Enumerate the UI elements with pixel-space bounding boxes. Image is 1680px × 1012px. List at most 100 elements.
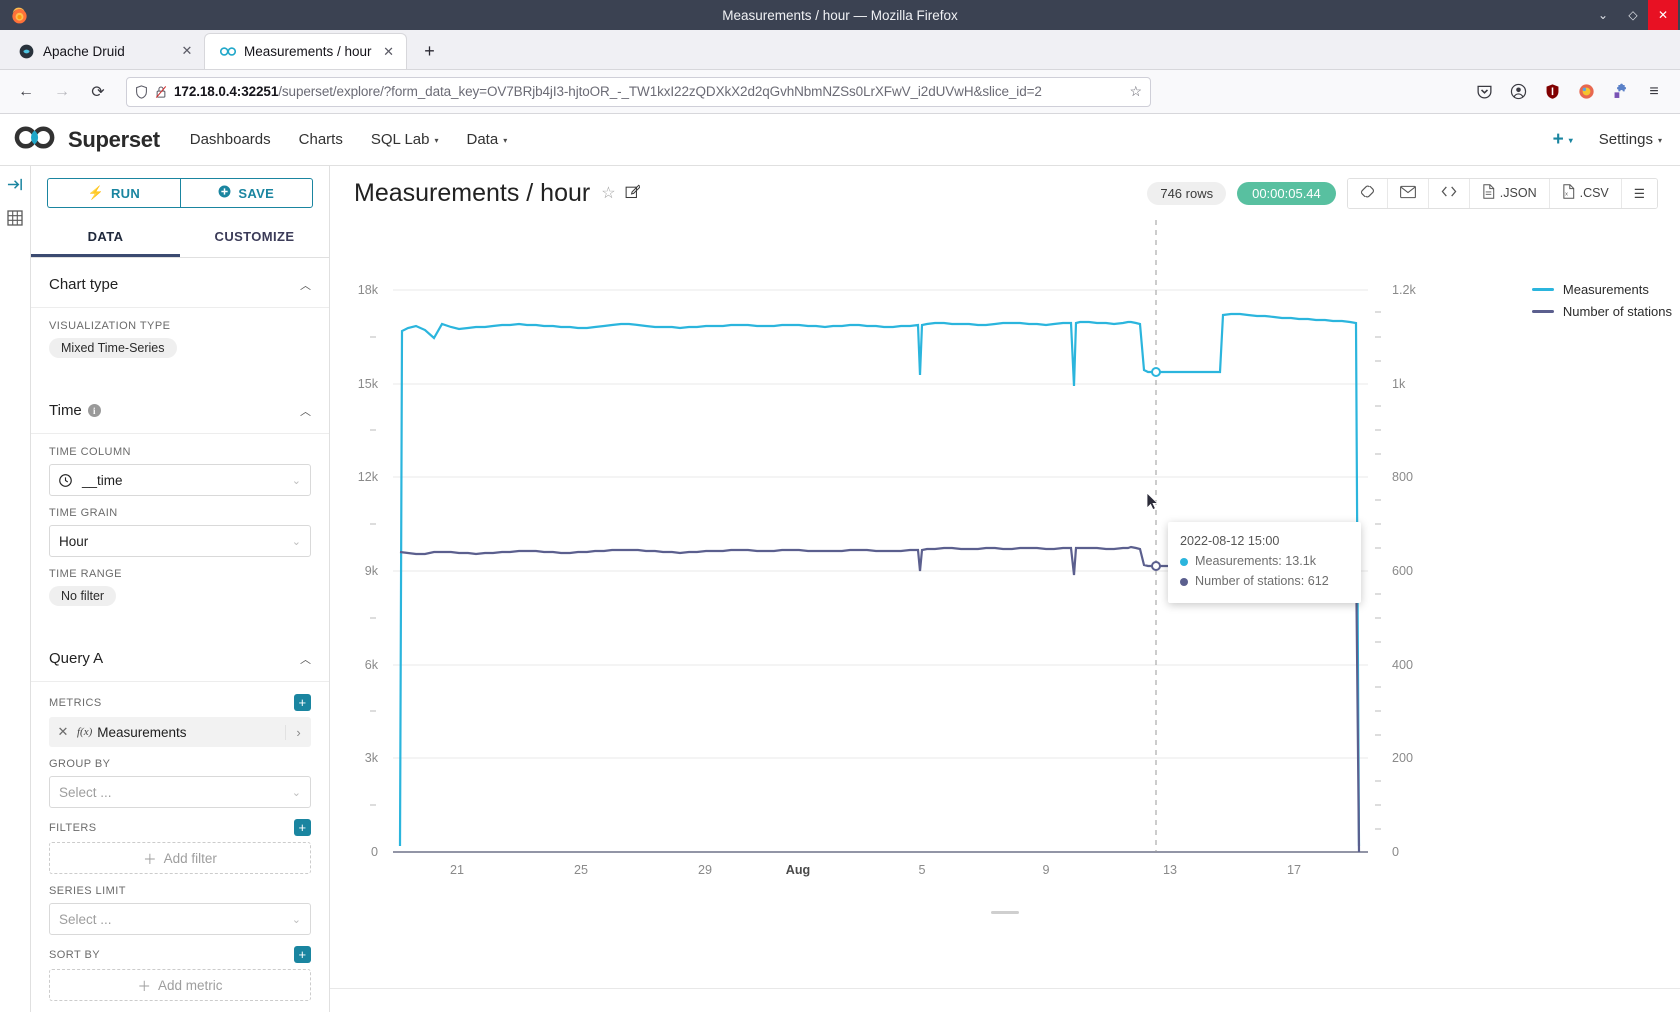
browser-tabbar: Apache Druid ✕ Measurements / hour ✕ + [0,30,1680,70]
back-button-icon[interactable]: ← [18,82,34,100]
forward-button-icon[interactable]: → [54,82,70,100]
brand-text: Superset [68,126,160,152]
resize-handle[interactable] [991,911,1019,914]
mixed-time-series-chart[interactable]: 18k 15k 12k 9k 6k 3k 0 1.2k 1k [330,220,1678,920]
code-icon [1441,185,1457,201]
save-button[interactable]: SAVE [179,178,313,208]
series-limit-label: SERIES LIMIT [49,885,126,897]
lock-broken-icon[interactable] [155,85,167,99]
chevron-down-icon: ⌄ [291,786,301,799]
ublock-origin-icon[interactable] [1536,76,1568,108]
chevron-right-icon[interactable]: › [285,724,311,740]
x-axis-labels: 21 25 29 Aug 5 9 13 17 [450,863,1301,877]
url-bar[interactable]: 172.18.0.4:32251/superset/explore/?form_… [126,76,1151,107]
info-icon[interactable]: i [87,404,101,417]
view-query-button[interactable] [1428,178,1470,208]
data-results-panel[interactable]: › Data [330,988,1680,1012]
favorite-star-icon[interactable]: ☆ [601,185,616,202]
tab-label: Measurements / hour [244,44,372,59]
copy-link-button[interactable] [1347,178,1388,208]
page-title: Measurements / hour [354,178,591,207]
close-icon[interactable]: ✕ [383,43,395,59]
close-icon[interactable]: ✕ [1648,0,1678,30]
tooltip-measurements-text: Measurements: 13.1k [1195,553,1317,568]
add-sort-metric-dropzone[interactable]: ＋ Add metric [49,969,311,1001]
url-host: 172.18.0.4:32251 [174,84,279,99]
nav-label: Data [466,131,499,148]
section-chart-type-header[interactable]: Chart type ︿ [31,258,329,308]
chevron-up-icon[interactable]: ︿ [300,279,311,292]
chart-canvas[interactable]: 18k 15k 12k 9k 6k 3k 0 1.2k 1k [330,220,1680,988]
extension-color-icon[interactable] [1570,76,1602,108]
series-limit-placeholder: Select ... [59,911,112,927]
tab-customize[interactable]: CUSTOMIZE [214,229,295,244]
chart-header: Measurements / hour ☆ 746 rows 00:00:05.… [330,166,1680,220]
share-email-button[interactable] [1387,178,1429,208]
browser-navbar: ← → ⟳ 172.18.0.4:32251/superset/explore/… [0,70,1680,114]
app-body: ⚡ RUN SAVE DATA CUSTOMIZE Chart type ︿ V… [0,166,1680,1012]
run-button[interactable]: ⚡ RUN [47,178,180,208]
chevron-down-icon: ▾ [1568,136,1573,145]
minimize-icon[interactable]: ⌄ [1597,8,1609,22]
add-metric-icon[interactable]: + [294,694,311,711]
clock-icon [59,473,72,487]
section-time-header[interactable]: Time i ︿ [31,384,329,434]
section-title: Chart type [49,276,119,293]
group-by-select[interactable]: Select ... ⌄ [49,776,311,808]
chevron-up-icon[interactable]: ︿ [300,405,311,418]
nav-label: SQL Lab [370,131,430,148]
collapse-panel-icon[interactable] [5,174,25,194]
browser-tab-apache-druid[interactable]: Apache Druid ✕ [4,33,204,69]
more-options-button[interactable]: ☰ [1621,178,1657,208]
save-label: SAVE [238,185,275,201]
superset-brand[interactable]: Superset [14,125,160,154]
url-text: 172.18.0.4:32251/superset/explore/?form_… [174,84,1122,99]
new-item-button[interactable]: + ▾ [1553,129,1573,151]
shield-icon[interactable] [135,84,148,99]
extensions-puzzle-icon[interactable] [1604,76,1636,108]
chevron-up-icon[interactable]: ︿ [300,653,311,666]
section-title: Time i [49,402,101,419]
save-to-pocket-icon[interactable] [1468,76,1500,108]
section-query-a-header[interactable]: Query A ︿ [31,632,329,682]
close-icon[interactable]: ✕ [181,43,193,58]
y-axis-right-labels: 1.2k 1k 800 600 400 200 0 [1392,283,1417,859]
add-sort-metric-icon[interactable]: + [294,946,311,963]
nav-item-sql-lab[interactable]: SQL Lab ▾ [371,131,439,148]
time-column-select[interactable]: __time ⌄ [49,464,311,496]
superset-header-right: + ▾ Settings ▾ [1553,129,1662,151]
legend-item-measurements[interactable]: Measurements [1531,278,1672,300]
download-json-button[interactable]: .JSON [1469,178,1550,208]
legend-item-number-of-stations[interactable]: Number of stations [1531,300,1672,322]
window-buttons: ⌄ ◇ ✕ [1588,0,1680,30]
series-limit-select[interactable]: Select ... ⌄ [49,903,311,935]
metric-item-measurements[interactable]: ✕ f(x) Measurements › [49,717,311,747]
remove-metric-icon[interactable]: ✕ [57,724,69,739]
section-title: Query A [49,650,104,667]
svg-text:15k: 15k [358,377,379,391]
reload-button-icon[interactable]: ⟳ [91,83,105,101]
account-icon[interactable] [1502,76,1534,108]
new-tab-button[interactable]: + [424,40,435,61]
bookmark-star-icon[interactable]: ☆ [1129,83,1142,99]
maximize-icon[interactable]: ◇ [1628,8,1638,22]
add-filter-icon[interactable]: + [294,819,311,836]
chart-main: Measurements / hour ☆ 746 rows 00:00:05.… [330,166,1680,1012]
dataset-grid-icon[interactable] [5,208,25,228]
nav-item-data[interactable]: Data ▾ [467,131,508,148]
nav-item-charts[interactable]: Charts [299,131,343,148]
download-csv-button[interactable]: x .CSV [1549,178,1622,208]
edit-properties-icon[interactable] [625,184,641,202]
browser-tab-measurements-hour[interactable]: Measurements / hour ✕ [204,33,407,69]
settings-menu[interactable]: Settings ▾ [1599,131,1662,148]
time-range-value[interactable]: No filter [49,586,117,606]
svg-text:x: x [1565,192,1568,198]
svg-text:29: 29 [698,863,712,877]
legend-label: Measurements [1562,281,1649,297]
visualization-type-value[interactable]: Mixed Time-Series [49,338,177,358]
hamburger-menu-icon[interactable]: ≡ [1649,82,1659,100]
add-filter-dropzone[interactable]: ＋ Add filter [49,842,311,874]
tab-data[interactable]: DATA [31,220,180,257]
time-grain-select[interactable]: Hour ⌄ [49,525,311,557]
nav-item-dashboards[interactable]: Dashboards [190,131,271,148]
